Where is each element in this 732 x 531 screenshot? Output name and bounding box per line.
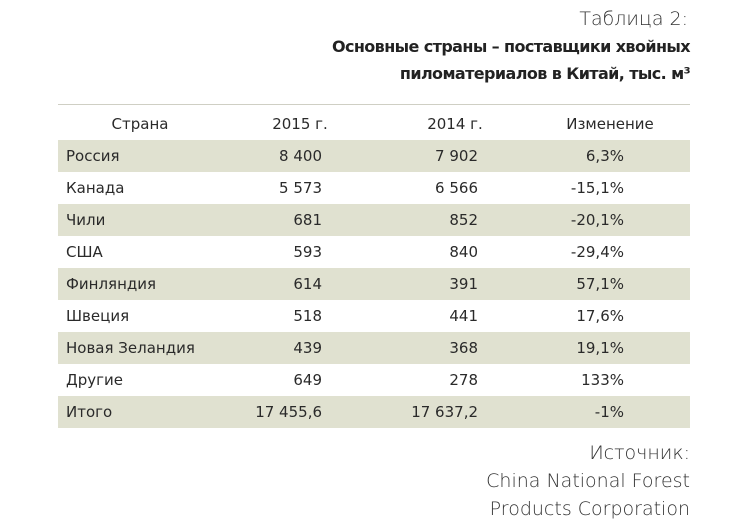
value-cell: 5 573 (279, 179, 322, 197)
value-cell: -15,1% (570, 179, 624, 197)
value-cell: 441 (449, 307, 478, 325)
value-cell: 8 400 (279, 147, 322, 165)
value-cell: 57,1% (576, 275, 624, 293)
country-cell: Финляндия (66, 275, 157, 293)
table-row: США 593 840 -29,4% (58, 236, 690, 268)
value-cell: 852 (449, 211, 478, 229)
value-cell: 439 (293, 339, 322, 357)
caption: Таблица 2: (579, 8, 688, 30)
value-cell: 17 455,6 (255, 403, 322, 421)
value-cell: 6 566 (435, 179, 478, 197)
value-cell: 17 637,2 (411, 403, 478, 421)
table-row: Другие 649 278 133% (58, 364, 690, 396)
table-row: Россия 8 400 7 902 6,3% (58, 140, 690, 172)
header-cell: 2015 г. (272, 115, 328, 133)
header-cell: 2014 г. (427, 115, 483, 133)
table-row: Чили 681 852 -20,1% (58, 204, 690, 236)
country-cell: Чили (66, 211, 106, 229)
country-cell: Швеция (66, 307, 130, 325)
value-cell: 368 (449, 339, 478, 357)
value-cell: 593 (293, 243, 322, 261)
value-cell: 681 (293, 211, 322, 229)
title-line: пиломатериалов в Китай, тыс. м³ (399, 64, 691, 83)
table-row: Новая Зеландия 439 368 19,1% (58, 332, 690, 364)
value-cell: 17,6% (576, 307, 624, 325)
source-line: China National Forest (486, 470, 690, 492)
value-cell: -1% (594, 403, 624, 421)
value-cell: 840 (449, 243, 478, 261)
value-cell: 614 (293, 275, 322, 293)
header-cell: Страна (111, 115, 169, 133)
header-row: Страна 2015 г. 2014 г. Изменение (58, 108, 690, 140)
title-line: Основные страны – поставщики хвойных (331, 37, 691, 56)
country-cell: Канада (66, 179, 125, 197)
value-cell: 278 (449, 371, 478, 389)
value-cell: -20,1% (570, 211, 624, 229)
table-row: Швеция 518 441 17,6% (58, 300, 690, 332)
table-row: Итого 17 455,6 17 637,2 -1% (58, 396, 690, 428)
value-cell: -29,4% (570, 243, 624, 261)
country-cell: Другие (66, 371, 123, 389)
value-cell: 133% (581, 371, 624, 389)
header-cell: Изменение (566, 115, 654, 133)
table-row: Финляндия 614 391 57,1% (58, 268, 690, 300)
divider (58, 104, 690, 105)
country-cell: США (66, 243, 103, 261)
country-cell: Итого (66, 403, 113, 421)
value-cell: 649 (293, 371, 322, 389)
value-cell: 7 902 (435, 147, 478, 165)
value-cell: 391 (449, 275, 478, 293)
country-cell: Новая Зеландия (66, 339, 195, 357)
value-cell: 518 (293, 307, 322, 325)
value-cell: 19,1% (576, 339, 624, 357)
country-cell: Россия (66, 147, 120, 165)
source-line: Products Corporation (489, 498, 690, 520)
value-cell: 6,3% (585, 147, 624, 165)
table-row: Канада 5 573 6 566 -15,1% (58, 172, 690, 204)
source-line: Источник: (589, 442, 690, 464)
